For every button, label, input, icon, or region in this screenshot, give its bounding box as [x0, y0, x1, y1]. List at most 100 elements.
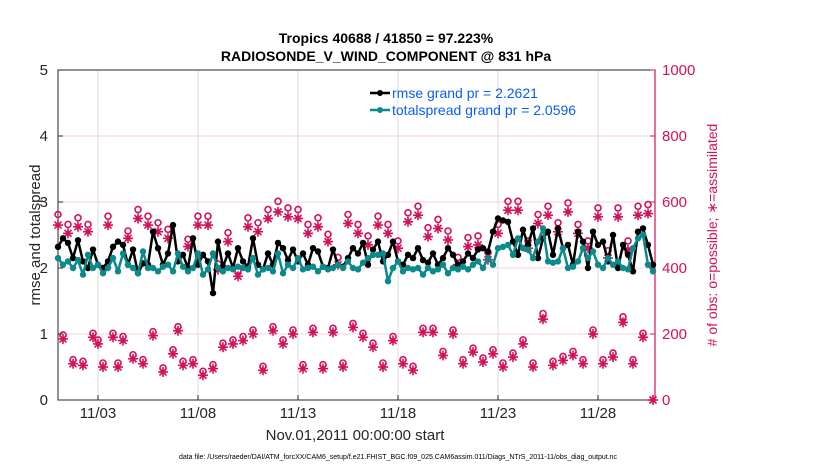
- totalspread-point: [634, 235, 642, 242]
- rmse-point: [264, 250, 272, 257]
- obs-assimilated-marker: [478, 357, 488, 368]
- data-file-footer: data file: /Users/raeder/DAI/ATM_forcXX/…: [179, 454, 618, 461]
- rmse-point: [619, 241, 627, 249]
- totalspread-point: [229, 266, 237, 273]
- totalspread-point: [339, 264, 347, 272]
- totalspread-point: [164, 261, 172, 268]
- obs-assimilated-marker: [598, 358, 608, 369]
- x-tick-label: 11/13: [280, 405, 316, 422]
- obs-assimilated-marker: [148, 330, 158, 341]
- rmse-point: [289, 246, 297, 253]
- obs-assimilated-marker: [268, 325, 278, 336]
- totalspread-point: [319, 263, 327, 270]
- rmse-point: [534, 254, 542, 262]
- rmse-point: [459, 258, 467, 265]
- totalspread-point: [159, 263, 167, 270]
- y-right-tick-label: 1000: [662, 62, 695, 79]
- obs-possible-marker: [144, 212, 152, 220]
- obs-assimilated-marker: [498, 362, 508, 372]
- totalspread-point: [444, 270, 452, 277]
- rmse-point: [354, 250, 362, 257]
- totalspread-point: [479, 264, 487, 272]
- rmse-point: [129, 246, 137, 253]
- rmse-point: [109, 243, 117, 251]
- rmse-point: [484, 248, 492, 255]
- obs-assimilated-marker: [108, 332, 118, 343]
- totalspread-point: [349, 264, 357, 272]
- y-right-tick-label: 400: [662, 260, 687, 277]
- rmse-point: [414, 245, 422, 252]
- obs-assimilated-marker: [558, 355, 568, 366]
- obs-possible-marker: [564, 199, 572, 207]
- totalspread-point: [99, 270, 107, 277]
- totalspread-point: [334, 261, 342, 268]
- rmse-point: [479, 245, 487, 252]
- obs-assimilated-marker: [153, 226, 163, 237]
- obs-assimilated-marker: [518, 338, 528, 349]
- totalspread-point: [639, 231, 647, 239]
- obs-assimilated-marker: [93, 338, 103, 349]
- obs-assimilated-marker: [58, 333, 68, 344]
- rmse-point: [74, 237, 82, 244]
- totalspread-point: [459, 263, 467, 270]
- totalspread-point: [89, 264, 97, 272]
- totalspread-point: [474, 258, 482, 265]
- obs-possible-marker: [354, 220, 362, 229]
- x-axis-label: Nov.01,2011 00:00:00 start: [266, 427, 446, 444]
- obs-possible-marker: [314, 214, 322, 222]
- rmse-point: [584, 264, 592, 272]
- totalspread-point: [149, 264, 157, 272]
- totalspread-point: [169, 268, 177, 275]
- obs-assimilated-marker: [238, 335, 248, 346]
- obs-assimilated-marker: [448, 329, 458, 339]
- obs-assimilated-marker: [638, 332, 648, 343]
- obs-possible-marker: [594, 204, 602, 212]
- obs-assimilated-marker: [83, 226, 93, 237]
- obs-assimilated-marker: [208, 363, 218, 374]
- totalspread-point: [484, 254, 492, 262]
- rmse-point: [374, 238, 382, 245]
- totalspread-point: [579, 245, 587, 252]
- obs-assimilated-marker: [528, 362, 538, 372]
- rmse-point: [624, 251, 632, 258]
- totalspread-point: [269, 268, 277, 275]
- y-tick-label: 3: [40, 194, 48, 211]
- obs-possible-marker: [304, 220, 312, 229]
- obs-assimilated-marker: [138, 358, 148, 369]
- rmse-point: [454, 261, 462, 268]
- obs-assimilated-marker: [463, 241, 473, 252]
- rmse-point: [219, 263, 227, 270]
- totalspread-point: [69, 264, 77, 272]
- rmse-point: [199, 251, 207, 258]
- totalspread-point: [519, 245, 527, 252]
- rmse-point: [179, 251, 187, 258]
- totalspread-point: [529, 254, 537, 262]
- rmse-point: [79, 258, 87, 265]
- y-axis-right: 0 200 400 600 800 1000: [650, 62, 695, 409]
- rmse-point: [464, 250, 472, 257]
- obs-assimilated-marker: [63, 228, 73, 239]
- obs-assimilated-marker: [423, 231, 433, 242]
- obs-assimilated-marker: [283, 211, 293, 222]
- obs-possible-marker: [374, 212, 382, 220]
- rmse-point: [239, 258, 247, 265]
- rmse-point: [429, 250, 437, 257]
- obs-possible-marker: [274, 197, 282, 206]
- totalspread-point: [424, 264, 432, 272]
- rmse-point: [369, 246, 377, 253]
- totalspread-point: [299, 266, 307, 273]
- totalspread-point: [594, 261, 602, 268]
- y-tick-label: 5: [40, 62, 48, 79]
- obs-assimilated-marker: [538, 314, 548, 325]
- rmse-point: [234, 245, 242, 252]
- obs-possible-marker: [64, 220, 72, 229]
- totalspread-point: [434, 266, 442, 273]
- obs-assimilated-marker: [178, 360, 188, 371]
- totalspread-point: [84, 251, 92, 258]
- obs-possible-marker: [554, 218, 562, 227]
- obs-assimilated-marker: [228, 338, 238, 349]
- obs-possible-marker: [154, 218, 162, 227]
- chart-title-line1: Tropics 40688 / 41850 = 97.223%: [279, 30, 494, 46]
- obs-assimilated-marker: [68, 358, 78, 369]
- obs-assimilated-marker: [628, 358, 638, 369]
